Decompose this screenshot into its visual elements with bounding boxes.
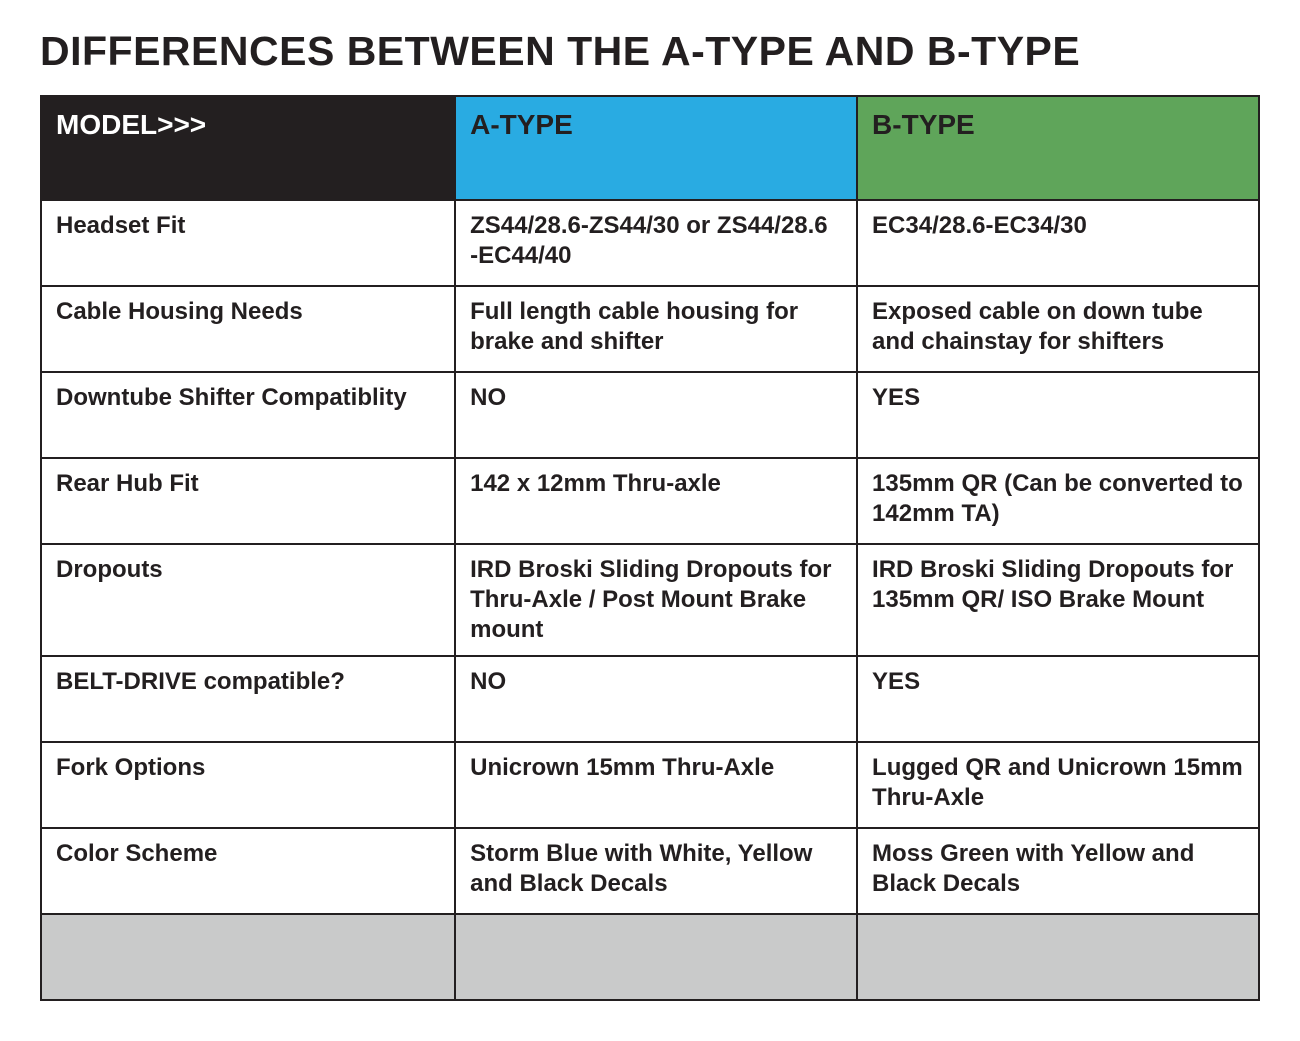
footer-cell bbox=[41, 914, 455, 1000]
row-a-value: ZS44/28.6-ZS44/30 or ZS44/28.6 -EC44/40 bbox=[455, 200, 857, 286]
row-label: Headset Fit bbox=[41, 200, 455, 286]
row-label: BELT-DRIVE compatible? bbox=[41, 656, 455, 742]
row-b-value: Exposed cable on down tube and chainstay… bbox=[857, 286, 1259, 372]
table-row: Headset Fit ZS44/28.6-ZS44/30 or ZS44/28… bbox=[41, 200, 1259, 286]
row-label: Color Scheme bbox=[41, 828, 455, 914]
comparison-document: DIFFERENCES BETWEEN THE A-TYPE AND B-TYP… bbox=[0, 0, 1300, 1041]
row-b-value: IRD Broski Sliding Dropouts for 135mm QR… bbox=[857, 544, 1259, 656]
row-b-value: YES bbox=[857, 372, 1259, 458]
comparison-table: MODEL>>> A-TYPE B-TYPE Headset Fit ZS44/… bbox=[40, 95, 1260, 1001]
header-model: MODEL>>> bbox=[41, 96, 455, 200]
table-row: Downtube Shifter Compatiblity NO YES bbox=[41, 372, 1259, 458]
row-b-value: 135mm QR (Can be converted to 142mm TA) bbox=[857, 458, 1259, 544]
row-a-value: NO bbox=[455, 656, 857, 742]
table-header-row: MODEL>>> A-TYPE B-TYPE bbox=[41, 96, 1259, 200]
table-footer-row bbox=[41, 914, 1259, 1000]
table-row: Rear Hub Fit 142 x 12mm Thru-axle 135mm … bbox=[41, 458, 1259, 544]
row-b-value: YES bbox=[857, 656, 1259, 742]
row-label: Rear Hub Fit bbox=[41, 458, 455, 544]
table-row: BELT-DRIVE compatible? NO YES bbox=[41, 656, 1259, 742]
table-row: Fork Options Unicrown 15mm Thru-Axle Lug… bbox=[41, 742, 1259, 828]
row-label: Dropouts bbox=[41, 544, 455, 656]
row-label: Fork Options bbox=[41, 742, 455, 828]
row-b-value: EC34/28.6-EC34/30 bbox=[857, 200, 1259, 286]
table-row: Cable Housing Needs Full length cable ho… bbox=[41, 286, 1259, 372]
row-b-value: Moss Green with Yellow and Black Decals bbox=[857, 828, 1259, 914]
footer-cell bbox=[455, 914, 857, 1000]
row-a-value: Unicrown 15mm Thru-Axle bbox=[455, 742, 857, 828]
header-b-type: B-TYPE bbox=[857, 96, 1259, 200]
row-a-value: IRD Broski Sliding Dropouts for Thru-Axl… bbox=[455, 544, 857, 656]
row-a-value: Storm Blue with White, Yellow and Black … bbox=[455, 828, 857, 914]
row-b-value: Lugged QR and Unicrown 15mm Thru-Axle bbox=[857, 742, 1259, 828]
header-a-type: A-TYPE bbox=[455, 96, 857, 200]
table-body: Headset Fit ZS44/28.6-ZS44/30 or ZS44/28… bbox=[41, 200, 1259, 1000]
row-a-value: NO bbox=[455, 372, 857, 458]
row-a-value: Full length cable housing for brake and … bbox=[455, 286, 857, 372]
page-title: DIFFERENCES BETWEEN THE A-TYPE AND B-TYP… bbox=[40, 28, 1260, 75]
table-row: Color Scheme Storm Blue with White, Yell… bbox=[41, 828, 1259, 914]
table-row: Dropouts IRD Broski Sliding Dropouts for… bbox=[41, 544, 1259, 656]
footer-cell bbox=[857, 914, 1259, 1000]
row-label: Cable Housing Needs bbox=[41, 286, 455, 372]
row-a-value: 142 x 12mm Thru-axle bbox=[455, 458, 857, 544]
row-label: Downtube Shifter Compatiblity bbox=[41, 372, 455, 458]
